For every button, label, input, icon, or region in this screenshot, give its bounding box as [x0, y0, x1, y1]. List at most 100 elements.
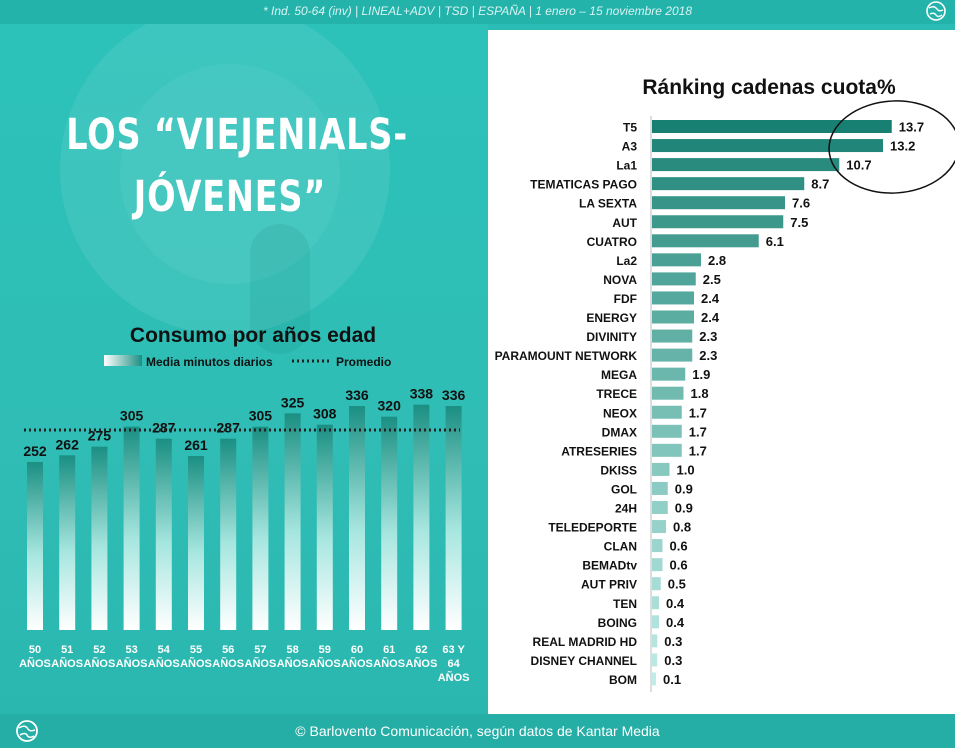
ranking-bar — [652, 653, 658, 667]
age-bar-value-label: 320 — [378, 398, 402, 414]
ranking-bar — [652, 291, 694, 305]
ranking-bar — [652, 158, 840, 172]
age-bar-value-label: 287 — [152, 420, 176, 436]
age-category-label: AÑOS — [84, 657, 116, 670]
ranking-category-label: BOM — [609, 673, 637, 687]
age-bar — [155, 438, 172, 630]
ranking-bar — [652, 577, 661, 591]
header-note: * Ind. 50-64 (inv) | LINEAL+ADV | TSD | … — [0, 0, 955, 24]
ranking-value-label: 0.6 — [670, 558, 688, 573]
age-bar-value-label: 262 — [56, 436, 80, 452]
age-category-label: 50 — [29, 644, 41, 656]
age-category-label: AÑOS — [341, 657, 373, 670]
age-bar-value-label: 275 — [88, 428, 112, 444]
age-category-label: AÑOS — [277, 657, 309, 670]
ranking-bar — [652, 310, 694, 324]
ranking-bar — [652, 215, 784, 229]
age-category-label: 51 — [61, 644, 73, 656]
ranking-category-label: BOING — [598, 616, 637, 630]
legend-bar-label: Media minutos diarios — [146, 355, 273, 369]
age-category-label: AÑOS — [245, 657, 277, 670]
age-category-label: 59 — [319, 644, 331, 656]
ranking-category-label: NEOX — [603, 406, 637, 420]
age-category-label: 60 — [351, 644, 363, 656]
age-bar — [188, 456, 204, 630]
ranking-value-label: 0.3 — [664, 653, 682, 668]
age-bar — [413, 404, 430, 630]
ranking-value-label: 0.6 — [670, 539, 688, 554]
ranking-bar — [652, 348, 693, 362]
top-three-highlight — [828, 100, 955, 194]
main-title-line-2: JÓVENES” — [133, 172, 327, 222]
ranking-bar — [652, 329, 693, 343]
age-bar-value-label: 305 — [249, 408, 273, 424]
ranking-bar — [652, 139, 883, 153]
ranking-bar — [652, 386, 684, 400]
age-category-label: AÑOS — [212, 657, 244, 670]
ranking-value-label: 0.4 — [666, 615, 685, 630]
ranking-category-label: REAL MADRID HD — [533, 635, 638, 649]
ranking-value-label: 0.8 — [673, 520, 691, 535]
ranking-category-label: TRECE — [596, 387, 637, 401]
age-bar-value-label: 287 — [217, 420, 241, 436]
ranking-bar — [652, 501, 668, 514]
age-bar — [284, 413, 301, 630]
age-bar-value-label: 336 — [345, 387, 369, 403]
ranking-value-label: 1.7 — [689, 443, 707, 458]
ranking-bar — [652, 443, 682, 457]
age-category-label: 58 — [286, 644, 298, 656]
ranking-value-label: 8.7 — [811, 177, 829, 192]
ranking-category-label: 24H — [615, 502, 637, 516]
ranking-category-label: TELEDEPORTE — [548, 521, 637, 535]
footer: © Barlovento Comunicación, según datos d… — [0, 714, 955, 748]
ranking-value-label: 2.3 — [699, 329, 717, 344]
age-category-label: 61 — [383, 644, 395, 656]
age-bar — [59, 455, 76, 630]
age-category-label: 55 — [190, 644, 202, 656]
ranking-category-label: DISNEY CHANNEL — [531, 654, 637, 668]
ranking-value-label: 0.9 — [675, 501, 693, 516]
ranking-category-label: AUT — [612, 216, 637, 230]
ranking-category-label: La2 — [616, 254, 637, 268]
age-bar — [123, 426, 140, 630]
age-bar — [445, 406, 462, 630]
ranking-value-label: 0.1 — [663, 672, 681, 687]
background-decoration — [250, 224, 310, 354]
age-category-label: AÑOS — [19, 657, 51, 670]
age-category-label: 53 — [125, 644, 137, 656]
age-category-label: 63 Y — [442, 644, 465, 656]
background-decoration — [120, 64, 340, 284]
age-category-label: 52 — [93, 644, 105, 656]
ranking-category-label: TEMATICAS PAGO — [530, 178, 637, 192]
ranking-bar — [652, 615, 659, 629]
age-category-label: 64 — [447, 658, 460, 670]
ranking-value-label: 0.4 — [666, 596, 685, 611]
channel-ranking-chart: Ránking cadenas cuota% T5 13.7 A3 13.2 La1 10.… — [495, 76, 955, 692]
ranking-value-label: 13.2 — [890, 139, 915, 154]
age-category-label: AÑOS — [438, 671, 470, 684]
age-bar — [91, 446, 108, 630]
legend-line-label: Promedio — [336, 355, 391, 369]
ranking-bar — [652, 367, 686, 381]
ranking-value-label: 1.0 — [677, 462, 695, 477]
ranking-value-label: 2.4 — [701, 291, 720, 306]
age-category-label: 62 — [415, 644, 427, 656]
ranking-value-label: 7.5 — [790, 215, 808, 230]
background-decoration — [60, 24, 390, 334]
ranking-category-label: CLAN — [604, 540, 637, 554]
ranking-category-label: BEMADtv — [582, 559, 637, 573]
main-title-line-1: LOS “VIEJENIALS- — [66, 110, 408, 160]
ranking-bar — [652, 177, 805, 191]
age-bar — [252, 426, 269, 630]
age-bar — [220, 438, 237, 630]
ranking-bar — [652, 234, 759, 248]
age-bar-value-label: 338 — [410, 386, 434, 402]
ranking-value-label: 2.5 — [703, 272, 721, 287]
age-category-label: AÑOS — [406, 657, 438, 670]
ranking-value-label: 1.8 — [691, 386, 709, 401]
ranking-category-label: ATRESERIES — [561, 444, 637, 458]
globe-logo-icon — [16, 720, 38, 742]
age-bar — [349, 406, 365, 630]
ranking-bar — [652, 634, 658, 648]
ranking-category-label: La1 — [616, 159, 637, 173]
